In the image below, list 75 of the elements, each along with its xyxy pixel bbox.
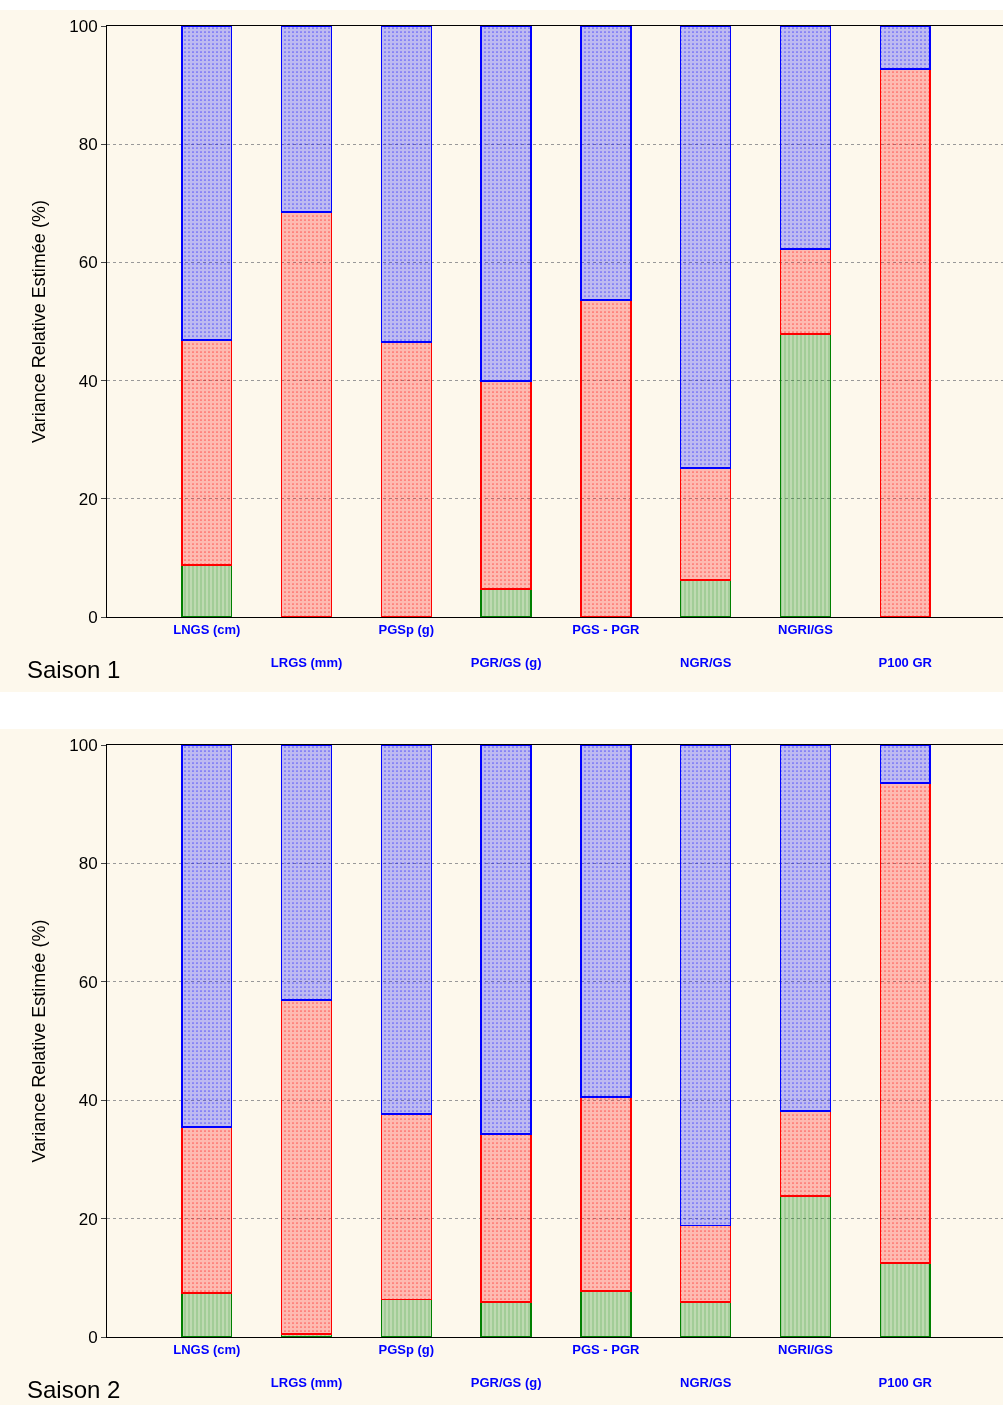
x-tick-label: PGS - PGR — [572, 621, 641, 637]
bar — [480, 1301, 532, 1337]
bar — [879, 1262, 931, 1337]
y-tick-label: 80 — [78, 135, 98, 155]
bar — [280, 26, 333, 213]
bar — [480, 745, 532, 1135]
bar — [480, 1133, 532, 1303]
y-tick-label: 0 — [88, 607, 98, 627]
bar — [380, 1298, 433, 1337]
bar — [879, 68, 931, 617]
bar — [380, 26, 433, 343]
x-tick-label: P100 GR — [878, 1375, 933, 1391]
y-tick-label: 60 — [78, 972, 98, 992]
y-tick-label: 40 — [78, 1091, 98, 1111]
bar — [580, 26, 632, 301]
x-tick-label: LNGS (cm) — [173, 621, 241, 637]
x-tick-label: LRGS (mm) — [270, 1375, 343, 1391]
bar — [380, 1113, 433, 1301]
bar — [879, 26, 931, 70]
x-tick-label: P100 GR — [878, 655, 933, 671]
y-tick-label: 0 — [88, 1327, 98, 1347]
bar — [779, 248, 832, 335]
x-tick-label: NGR/GS — [680, 655, 732, 671]
bar — [779, 745, 832, 1112]
y-tick-label: 100 — [69, 735, 98, 755]
bar — [181, 1292, 233, 1337]
text: Saison 1 — [27, 656, 121, 683]
bar — [380, 341, 433, 617]
bar — [480, 380, 532, 590]
x-tick-label: NGRI/GS — [777, 621, 834, 637]
bar — [181, 1126, 233, 1294]
bar — [779, 1195, 832, 1337]
bar — [580, 1290, 632, 1337]
text: Saison 2 — [27, 1376, 121, 1403]
bar — [779, 333, 832, 617]
y-axis-title: Variance Relative Estimée (%) — [29, 919, 50, 1163]
y-tick-label: 80 — [78, 854, 98, 874]
x-tick-label: PGR/GS (g) — [470, 655, 542, 671]
x-tick-label: NGRI/GS — [777, 1341, 834, 1357]
y-tick-label: 100 — [69, 16, 98, 36]
x-tick-label: PGSp (g) — [378, 1341, 435, 1357]
bar — [679, 467, 732, 581]
bar — [280, 745, 333, 1001]
y-tick-label: 20 — [78, 1209, 98, 1229]
bar — [679, 1301, 732, 1337]
bar — [181, 745, 233, 1128]
bar — [679, 26, 732, 469]
bar — [380, 745, 433, 1115]
bar — [181, 339, 233, 566]
bar — [879, 745, 931, 784]
bar — [480, 26, 532, 382]
bar — [679, 579, 732, 617]
bar — [879, 782, 931, 1264]
y-tick-label: 40 — [78, 371, 98, 391]
bar — [679, 745, 732, 1227]
bar — [580, 299, 632, 617]
x-tick-label: NGR/GS — [680, 1375, 732, 1391]
bar — [779, 1110, 832, 1197]
bar — [480, 588, 532, 617]
x-tick-label: LNGS (cm) — [173, 1341, 241, 1357]
bar — [779, 26, 832, 250]
bar — [580, 745, 632, 1098]
x-tick-label: PGR/GS (g) — [470, 1375, 542, 1391]
y-tick-label: 60 — [78, 253, 98, 273]
bar — [679, 1224, 732, 1303]
bar — [181, 26, 233, 341]
y-tick-label: 20 — [78, 489, 98, 509]
x-tick-label: LRGS (mm) — [270, 655, 343, 671]
bar — [181, 564, 233, 617]
bar — [580, 1096, 632, 1292]
bar — [280, 999, 333, 1335]
bar — [280, 211, 333, 617]
x-tick-label: PGS - PGR — [572, 1341, 641, 1357]
x-tick-label: PGSp (g) — [378, 621, 435, 637]
y-axis-title: Variance Relative Estimée (%) — [29, 200, 50, 443]
